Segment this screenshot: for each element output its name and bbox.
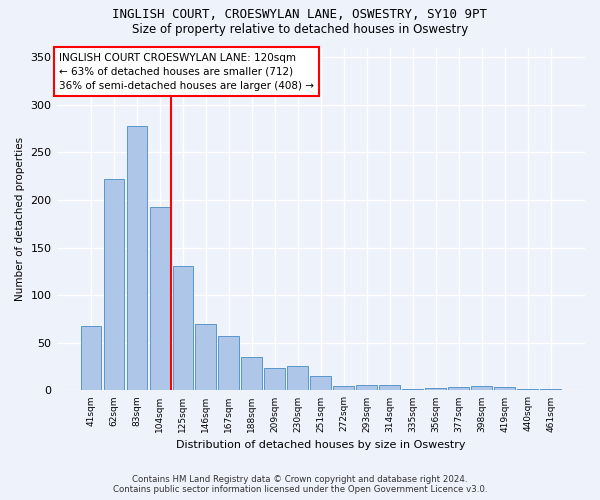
- X-axis label: Distribution of detached houses by size in Oswestry: Distribution of detached houses by size …: [176, 440, 466, 450]
- Bar: [356, 384, 377, 390]
- Text: INGLISH COURT, CROESWYLAN LANE, OSWESTRY, SY10 9PT: INGLISH COURT, CROESWYLAN LANE, OSWESTRY…: [113, 8, 487, 20]
- Bar: [149, 206, 170, 390]
- Bar: [494, 386, 515, 390]
- Bar: [448, 386, 469, 390]
- Bar: [425, 388, 446, 390]
- Bar: [241, 357, 262, 390]
- Text: Size of property relative to detached houses in Oswestry: Size of property relative to detached ho…: [132, 22, 468, 36]
- Bar: [287, 366, 308, 390]
- Bar: [379, 384, 400, 390]
- Bar: [540, 388, 561, 390]
- Text: INGLISH COURT CROESWYLAN LANE: 120sqm
← 63% of detached houses are smaller (712): INGLISH COURT CROESWYLAN LANE: 120sqm ← …: [59, 52, 314, 90]
- Bar: [173, 266, 193, 390]
- Bar: [80, 326, 101, 390]
- Bar: [472, 386, 492, 390]
- Bar: [218, 336, 239, 390]
- Bar: [310, 376, 331, 390]
- Bar: [104, 179, 124, 390]
- Text: Contains HM Land Registry data © Crown copyright and database right 2024.
Contai: Contains HM Land Registry data © Crown c…: [113, 474, 487, 494]
- Bar: [196, 324, 216, 390]
- Bar: [334, 386, 354, 390]
- Y-axis label: Number of detached properties: Number of detached properties: [15, 137, 25, 301]
- Bar: [127, 126, 147, 390]
- Bar: [517, 388, 538, 390]
- Bar: [403, 388, 423, 390]
- Bar: [265, 368, 285, 390]
